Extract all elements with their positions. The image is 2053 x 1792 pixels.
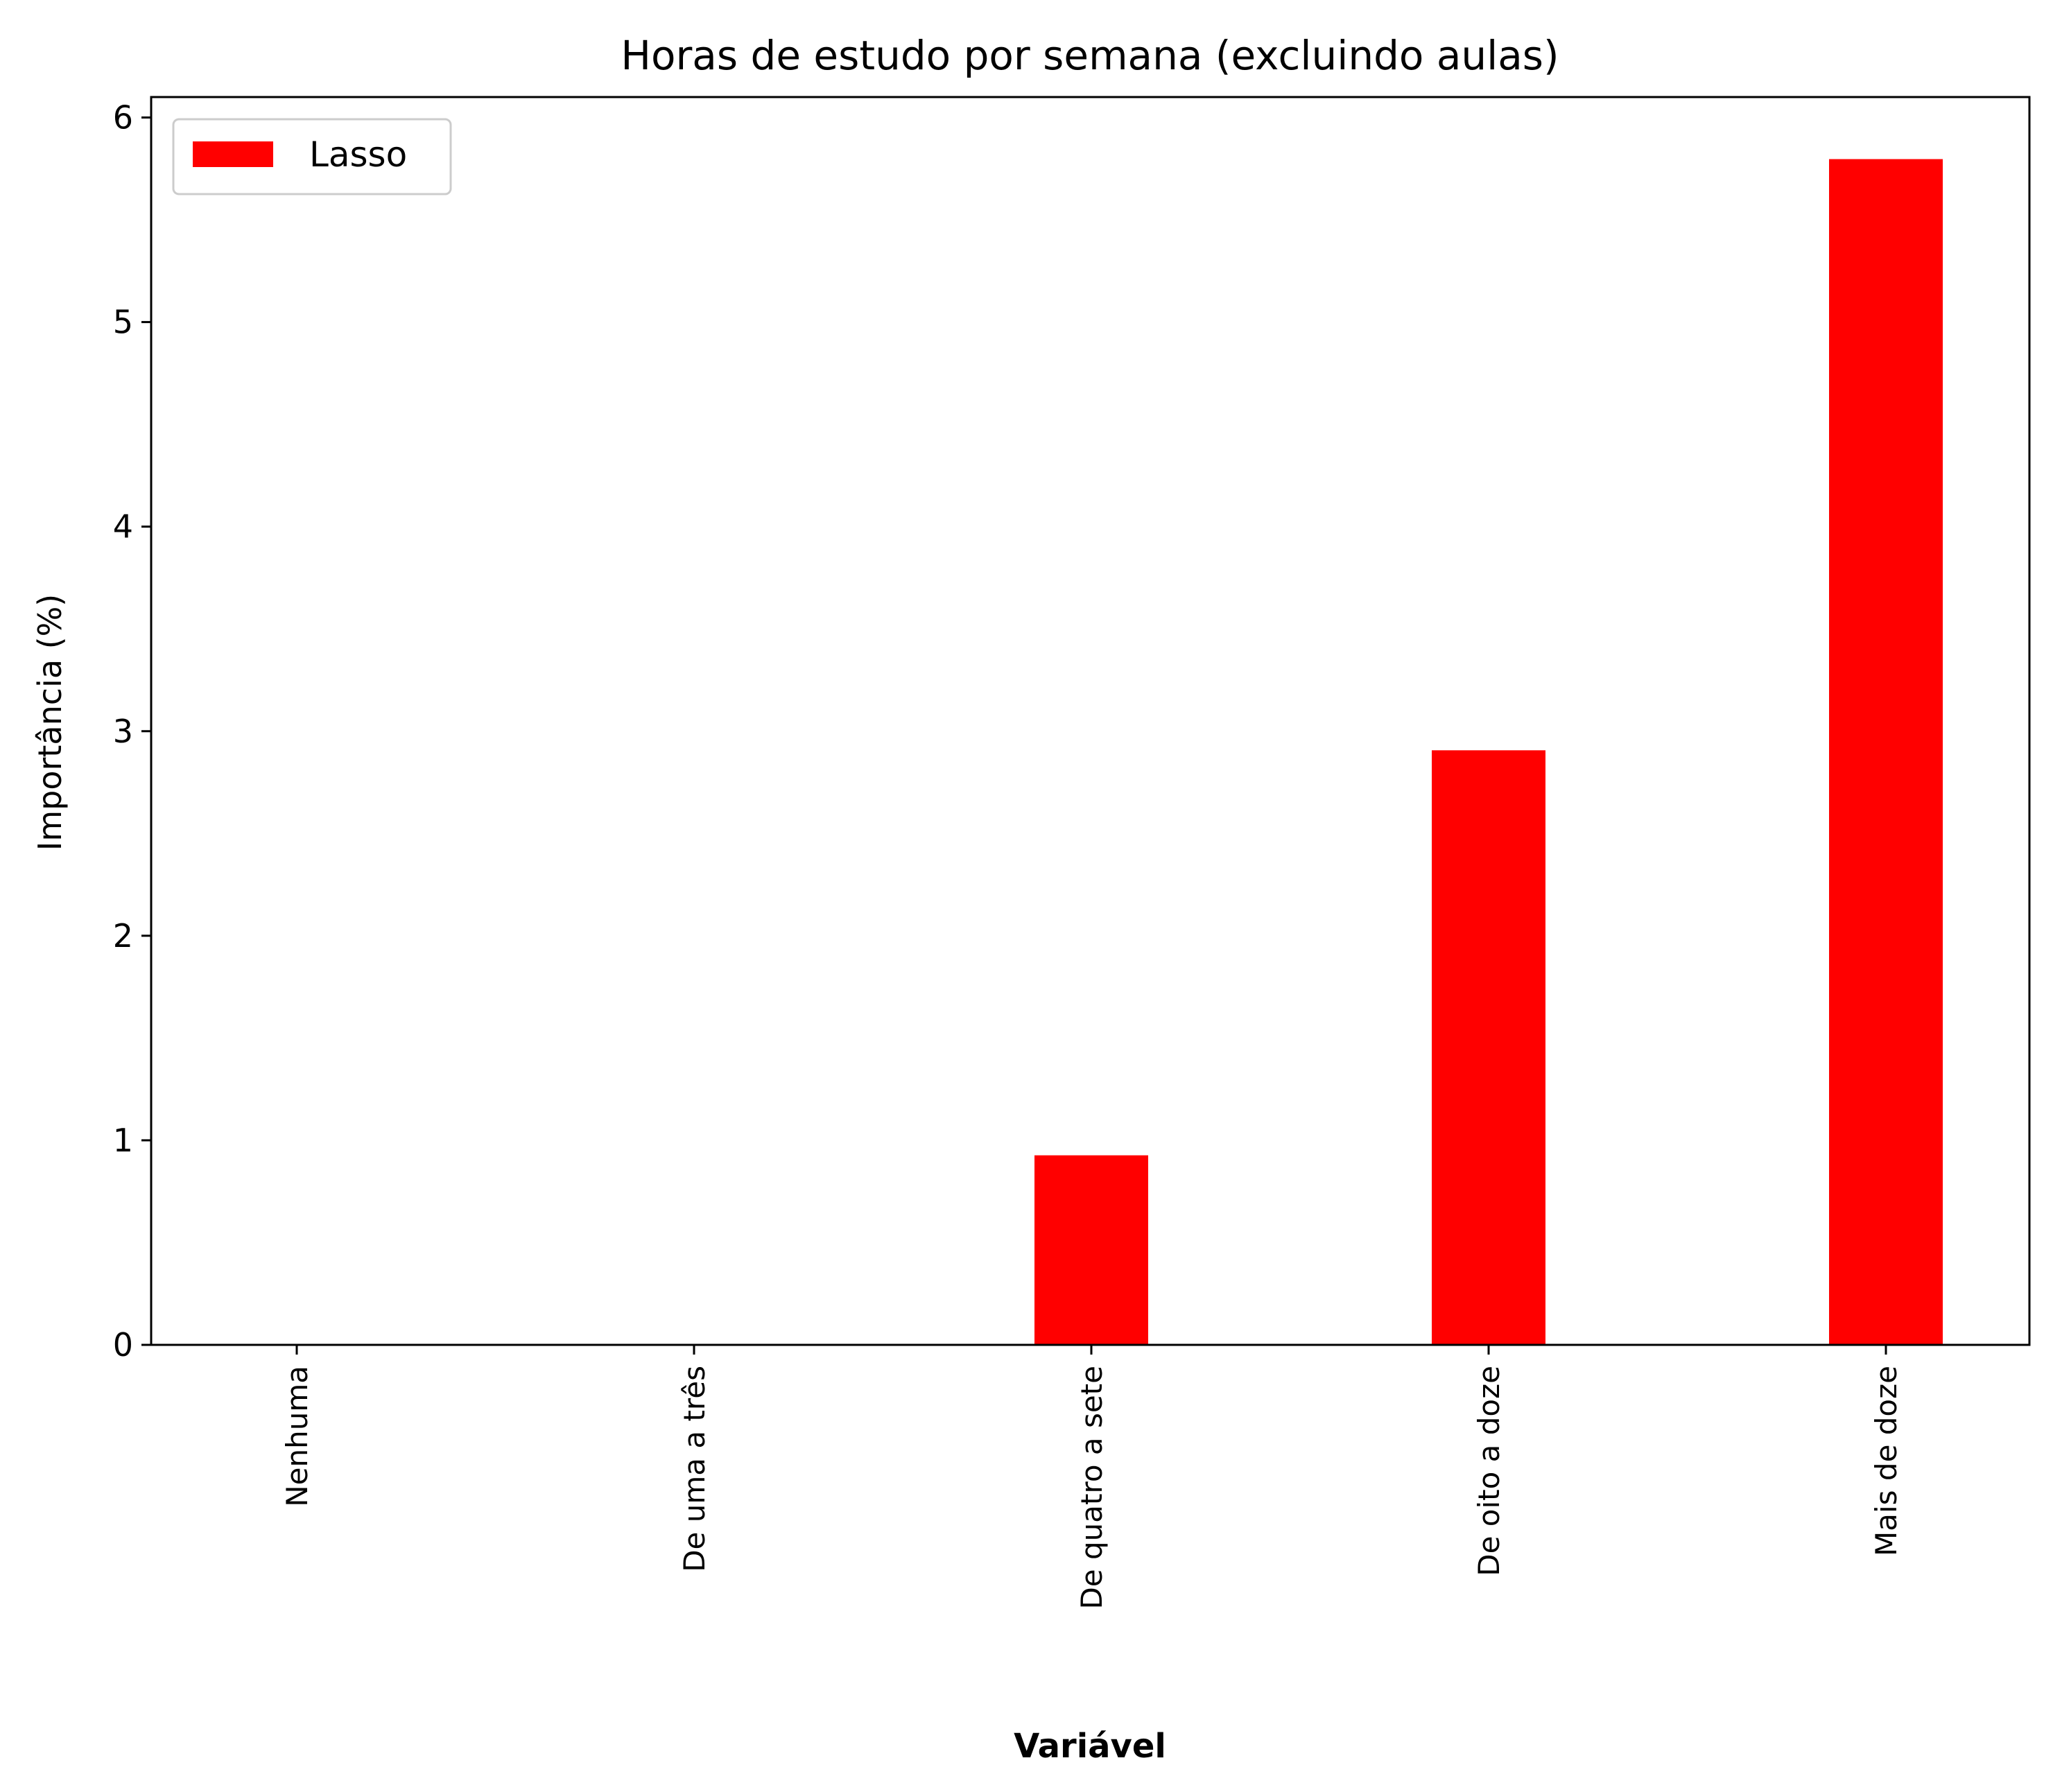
y-tick-label: 1 bbox=[113, 1122, 133, 1159]
legend-swatch bbox=[193, 141, 273, 167]
x-axis-label: Variável bbox=[1014, 1727, 1166, 1766]
plot-frame bbox=[150, 96, 2031, 1346]
chart-title: Horas de estudo por semana (excluindo au… bbox=[621, 32, 1559, 79]
ticks-layer: 0 1 2 3 4 5 6 Nenhuma De uma a três De quatro a s… bbox=[113, 99, 1903, 1610]
y-axis-label: Importância (%) bbox=[31, 594, 69, 851]
bar-de-quatro-a-sete bbox=[1033, 1154, 1150, 1346]
bar-de-oito-a-doze bbox=[1430, 749, 1547, 1346]
legend-box bbox=[172, 118, 452, 195]
y-tick-label: 0 bbox=[113, 1326, 133, 1364]
x-tick-label: De quatro a sete bbox=[1075, 1366, 1109, 1610]
y-tick-label: 2 bbox=[113, 917, 133, 955]
y-tick-label: 6 bbox=[113, 99, 133, 137]
y-tick-label: 4 bbox=[113, 508, 133, 546]
y-tick-label: 3 bbox=[113, 713, 133, 750]
x-tick-label: Nenhuma bbox=[280, 1366, 314, 1507]
bars-layer bbox=[1033, 157, 1944, 1346]
x-tick-label: De oito a doze bbox=[1472, 1366, 1506, 1576]
bar-mais-de-doze bbox=[1828, 157, 1944, 1346]
legend-label-lasso: Lasso bbox=[309, 134, 407, 175]
x-tick-label: Mais de doze bbox=[1869, 1366, 1903, 1556]
x-tick-label: De uma a três bbox=[677, 1366, 711, 1572]
y-tick-label: 5 bbox=[113, 304, 133, 341]
legend: Lasso bbox=[172, 118, 452, 195]
